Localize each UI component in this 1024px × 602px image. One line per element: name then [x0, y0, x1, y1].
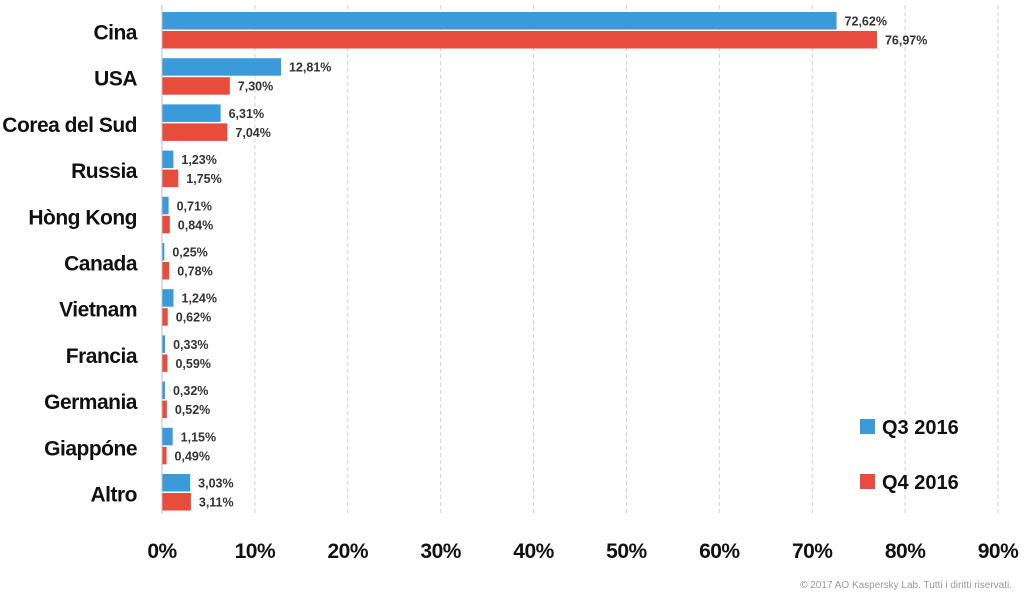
bar-q3	[162, 104, 221, 122]
category-label: Giappóne	[44, 437, 137, 460]
category-label: Francia	[66, 345, 138, 368]
data-label: 7,04%	[235, 126, 270, 140]
data-label: 0,59%	[175, 357, 210, 371]
x-tick-label: 80%	[885, 540, 926, 563]
x-tick-label: 30%	[420, 540, 461, 563]
category-label: Hòng Kong	[28, 206, 137, 229]
bar-q3	[162, 150, 174, 169]
x-tick-label: 70%	[792, 540, 833, 563]
legend-swatch	[860, 474, 875, 489]
bar-q3	[162, 289, 174, 307]
data-label: 1,23%	[181, 153, 216, 167]
x-tick-label: 0%	[147, 540, 177, 563]
x-tick-label: 90%	[978, 540, 1019, 563]
x-tick-label: 40%	[513, 540, 554, 563]
bar-q4	[162, 31, 877, 49]
data-label: 3,11%	[199, 496, 234, 510]
data-label: 0,32%	[173, 384, 208, 398]
data-label: 76,97%	[885, 34, 927, 48]
bar-q3	[162, 243, 165, 261]
bar-q4	[162, 308, 168, 326]
data-label: 0,71%	[177, 199, 212, 213]
data-label: 1,15%	[181, 430, 216, 444]
data-label: 1,24%	[182, 292, 217, 306]
legend-label: Q4 2016	[882, 472, 959, 494]
x-tick-label: 10%	[235, 540, 276, 563]
data-label: 3,03%	[198, 477, 233, 491]
category-label: Corea del Sud	[2, 114, 137, 137]
bar-q4	[162, 354, 168, 372]
category-label: Vietnam	[59, 299, 137, 322]
category-label: Germania	[44, 391, 138, 414]
data-label: 0,25%	[172, 246, 207, 260]
data-label: 0,62%	[176, 311, 211, 325]
x-tick-label: 60%	[699, 540, 740, 563]
data-label: 0,78%	[177, 265, 212, 279]
bar-q3	[162, 474, 191, 492]
bar-q3	[162, 427, 173, 446]
bar-q3	[162, 58, 281, 76]
bar-q4	[162, 262, 170, 280]
bar-q3	[162, 381, 165, 400]
legend-swatch	[860, 419, 875, 434]
x-tick-label: 50%	[606, 540, 647, 563]
data-label: 72,62%	[845, 15, 887, 29]
data-label: 0,84%	[178, 218, 213, 232]
legend-label: Q3 2016	[882, 417, 959, 439]
data-label: 7,30%	[238, 80, 273, 94]
bar-q3	[162, 12, 837, 30]
data-label: 0,49%	[175, 449, 210, 463]
bar-q4	[162, 400, 167, 419]
x-tick-label: 20%	[328, 540, 369, 563]
data-label: 0,33%	[173, 338, 208, 352]
category-label: Altro	[91, 484, 138, 507]
category-label: USA	[94, 68, 137, 91]
bar-q3	[162, 335, 166, 353]
data-label: 12,81%	[289, 61, 331, 75]
bar-q4	[162, 123, 228, 141]
bar-q4	[162, 77, 230, 95]
category-label: Russia	[71, 160, 138, 183]
bar-q4	[162, 493, 191, 511]
data-label: 6,31%	[229, 107, 264, 121]
bar-q4	[162, 215, 170, 234]
bar-q3	[162, 196, 169, 215]
category-label: Cina	[93, 22, 137, 45]
data-label: 0,52%	[175, 403, 210, 417]
copyright-notice: © 2017 AO Kaspersky Lab. Tutti i diritti…	[800, 580, 1012, 591]
data-label: 1,75%	[186, 172, 221, 186]
category-label: Canada	[64, 253, 138, 276]
bar-q4	[162, 446, 167, 465]
bar-q4	[162, 169, 179, 188]
